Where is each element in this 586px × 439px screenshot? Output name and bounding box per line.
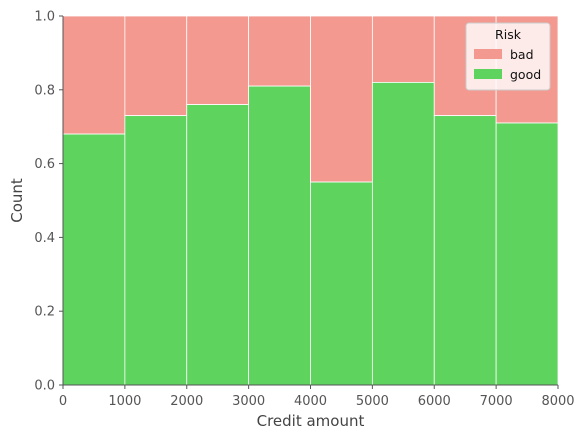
x-tick-label: 2000 (170, 394, 203, 409)
bar-bad-0 (62, 15, 126, 135)
x-axis-label: Credit amount (257, 412, 365, 430)
legend: Risk bad good (465, 22, 551, 91)
y-tick-label: 0.6 (34, 157, 55, 172)
legend-swatch-good (474, 69, 502, 79)
bar-bad-3 (248, 15, 311, 87)
x-tick-label: 6000 (418, 394, 451, 409)
x-axis: 0 1000 2000 3000 4000 5000 6000 7000 8000 (59, 384, 575, 409)
y-tick-label: 0.0 (34, 379, 55, 394)
bar-good-2 (186, 104, 250, 386)
x-tick-label: 1000 (108, 394, 141, 409)
bar-bad-1 (124, 15, 188, 117)
legend-title: Risk (495, 27, 522, 42)
bar-good-0 (62, 133, 126, 386)
x-tick-label: 3000 (232, 394, 265, 409)
plot-area (62, 15, 559, 386)
x-tick-label: 5000 (356, 394, 389, 409)
bar-good-6 (433, 115, 497, 386)
y-axis-label: Count (8, 178, 26, 223)
bar-good-7 (495, 122, 559, 386)
legend-label-bad: bad (510, 47, 534, 62)
x-tick-label: 4000 (294, 394, 327, 409)
bar-bad-5 (371, 15, 435, 83)
x-tick-label: 0 (59, 394, 67, 409)
bar-good-1 (124, 115, 188, 386)
legend-swatch-bad (474, 49, 502, 59)
y-tick-label: 1.0 (34, 10, 55, 25)
legend-label-good: good (510, 67, 541, 82)
y-axis: 0.0 0.2 0.4 0.6 0.8 1.0 (34, 10, 64, 394)
x-tick-label: 8000 (541, 394, 574, 409)
x-tick-label: 7000 (480, 394, 513, 409)
bar-bad-4 (310, 15, 373, 183)
y-tick-label: 0.2 (34, 305, 55, 320)
bar-bad-2 (186, 15, 250, 105)
y-tick-label: 0.4 (34, 231, 55, 246)
bar-good-3 (248, 85, 311, 386)
bar-good-5 (371, 82, 435, 386)
y-tick-label: 0.8 (34, 83, 55, 98)
bar-good-4 (310, 181, 373, 386)
